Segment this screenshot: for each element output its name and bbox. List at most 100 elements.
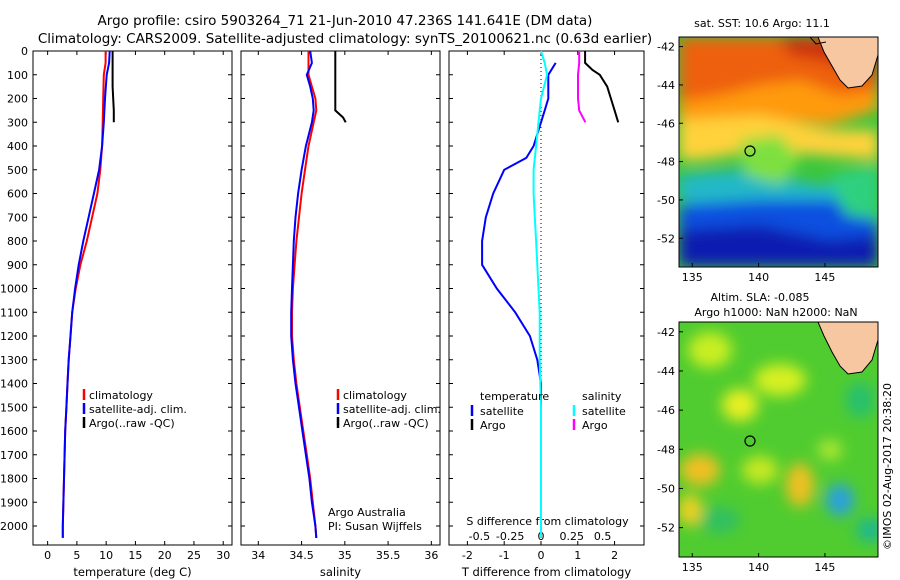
tasmania-land-sla — [817, 322, 878, 375]
depth-tick-label: 900 — [7, 259, 28, 272]
sst-map — [679, 37, 878, 267]
salinity-xtick-label: 35.5 — [376, 549, 401, 562]
sla-map-ytick-label: -48 — [657, 443, 675, 456]
temperature-xtick-label: 30 — [216, 549, 230, 562]
differences-xtick-label: -2 — [462, 549, 473, 562]
sla-map-subtitle: Argo h1000: NaN h2000: NaN — [694, 306, 857, 319]
sst-map-ytick-label: -52 — [657, 232, 675, 245]
depth-tick-label: 1200 — [0, 330, 28, 343]
sla-map-ytick-label: -50 — [657, 482, 675, 495]
sst-map-ytick-label: -42 — [657, 41, 675, 54]
sst-map-ytick-label: -46 — [657, 117, 675, 130]
salinity-xlabel: salinity — [320, 565, 361, 579]
s-difference-label: S difference from climatology — [466, 515, 629, 528]
sla-map-ytick-label: -52 — [657, 522, 675, 535]
temperature-legend-label: Argo — [480, 419, 506, 432]
difference-panel: -2 -1 0 1 2 T difference from climatology S di… — [448, 50, 645, 579]
salinity-legend-title: salinity — [582, 390, 622, 403]
figure-title-line1: Argo profile: csiro 5903264_71 21-Jun-20… — [98, 13, 593, 29]
sla-map-ytick-label: -46 — [657, 404, 675, 417]
depth-tick-label: 1800 — [0, 473, 28, 486]
salinity-plot-area — [240, 50, 441, 546]
depth-tick-label: 600 — [7, 188, 28, 201]
depth-tick-label: 300 — [7, 116, 28, 129]
s-xtick-label: -0.5 — [469, 530, 490, 543]
sst-map-ytick-label: -48 — [657, 156, 675, 169]
differences-xtick-label: 2 — [611, 549, 618, 562]
temperature-xtick-label: 10 — [99, 549, 113, 562]
sst-map-ytick-label: -44 — [657, 79, 675, 92]
depth-tick-label: 1500 — [0, 401, 28, 414]
sla-map — [679, 322, 878, 557]
depth-tick-label: 1700 — [0, 449, 28, 462]
temperature-xlabel: temperature (deg C) — [73, 565, 191, 579]
differences-xtick-label: -1 — [499, 549, 510, 562]
argo-location-marker-sst — [744, 145, 756, 157]
salinity-legend-label: climatology — [343, 389, 407, 402]
temperature-legend-label: Argo(..raw -QC) — [89, 417, 175, 430]
sla-map-xtick-label: 145 — [814, 561, 835, 574]
temperature-xtick-label: 5 — [73, 549, 80, 562]
salinity-xtick-label: 36 — [424, 549, 438, 562]
salinity-legend-label: satellite-adj. clim. — [343, 403, 441, 416]
figure-title-line2: Climatology: CARS2009. Satellite-adjuste… — [38, 31, 652, 47]
depth-tick-label: 800 — [7, 235, 28, 248]
argo-location-marker-sla — [744, 435, 756, 447]
depth-tick-label: 400 — [7, 140, 28, 153]
differences-xtick-label: 1 — [574, 549, 581, 562]
salinity-xtick-label: 35 — [338, 549, 352, 562]
differences-series-temperature-argo — [584, 51, 620, 123]
differences-xtick-label: 0 — [537, 549, 544, 562]
salinity-panel: 34 34.5 35 35.5 36 salinity climatologysatelli… — [240, 50, 441, 579]
sst-map-xtick-label: 135 — [682, 271, 703, 284]
s-xtick-label: 0.5 — [594, 530, 612, 543]
temperature-legend-title: temperature — [480, 390, 549, 403]
depth-tick-label: 1400 — [0, 378, 28, 391]
temperature-plot-area — [32, 50, 233, 546]
tasmania-land — [817, 37, 878, 89]
argo-credit: PI: Susan Wijffels — [328, 520, 422, 533]
temperature-legend-label: satellite-adj. clim. — [89, 403, 187, 416]
sla-map-xtick-label: 140 — [748, 561, 769, 574]
sst-map-title: sat. SST: 10.6 Argo: 11.1 — [694, 17, 830, 30]
salinity-series-satellite-adj-clim- — [290, 50, 318, 538]
s-xtick-label: -0.25 — [496, 530, 524, 543]
depth-tick-label: 200 — [7, 93, 28, 106]
temperature-xtick-label: 15 — [128, 549, 142, 562]
salinity-series-argo-raw-qc- — [334, 51, 347, 123]
depth-tick-label: 1300 — [0, 354, 28, 367]
sla-map-xtick-label: 135 — [682, 561, 703, 574]
differences-xlabel: T difference from climatology — [461, 565, 632, 579]
temperature-xtick-label: 0 — [44, 549, 51, 562]
sst-map-xtick-label: 140 — [748, 271, 769, 284]
depth-tick-label: 1000 — [0, 283, 28, 296]
salinity-legend-label: Argo — [582, 419, 608, 432]
sla-map-ytick-label: -42 — [657, 326, 675, 339]
sla-map-title: Altim. SLA: -0.085 — [710, 291, 809, 304]
sst-map-ytick-label: -50 — [657, 194, 675, 207]
depth-tick-label: 700 — [7, 211, 28, 224]
temperature-series-satellite-adj-clim- — [61, 50, 111, 538]
differences-series-salinity-satellite — [532, 50, 549, 538]
imos-stamp: ©IMOS 02-Aug-2017 20:38:20 — [881, 383, 894, 550]
temperature-xtick-label: 25 — [187, 549, 201, 562]
temperature-series-argo-raw-qc- — [111, 51, 115, 123]
temperature-xtick-label: 20 — [158, 549, 172, 562]
depth-tick-label: 0 — [21, 45, 28, 58]
sla-map-ytick-label: -44 — [657, 365, 675, 378]
differences-plot-area — [448, 50, 645, 546]
salinity-legend-label: Argo(..raw -QC) — [343, 417, 429, 430]
salinity-xtick-label: 34 — [251, 549, 265, 562]
salinity-legend-label: satellite — [582, 405, 626, 418]
differences-series-salinity-argo — [577, 51, 587, 123]
depth-tick-label: 2000 — [0, 520, 28, 533]
sst-map-xtick-label: 145 — [814, 271, 835, 284]
argo-credit: Argo Australia — [328, 506, 406, 519]
depth-tick-label: 100 — [7, 69, 28, 82]
depth-tick-label: 500 — [7, 164, 28, 177]
temperature-panel: 0 5 10 15 20 25 300100200300400500600700800900… — [0, 45, 233, 579]
salinity-xtick-label: 34.5 — [289, 549, 314, 562]
temperature-legend-label: climatology — [89, 389, 153, 402]
depth-tick-label: 1100 — [0, 306, 28, 319]
